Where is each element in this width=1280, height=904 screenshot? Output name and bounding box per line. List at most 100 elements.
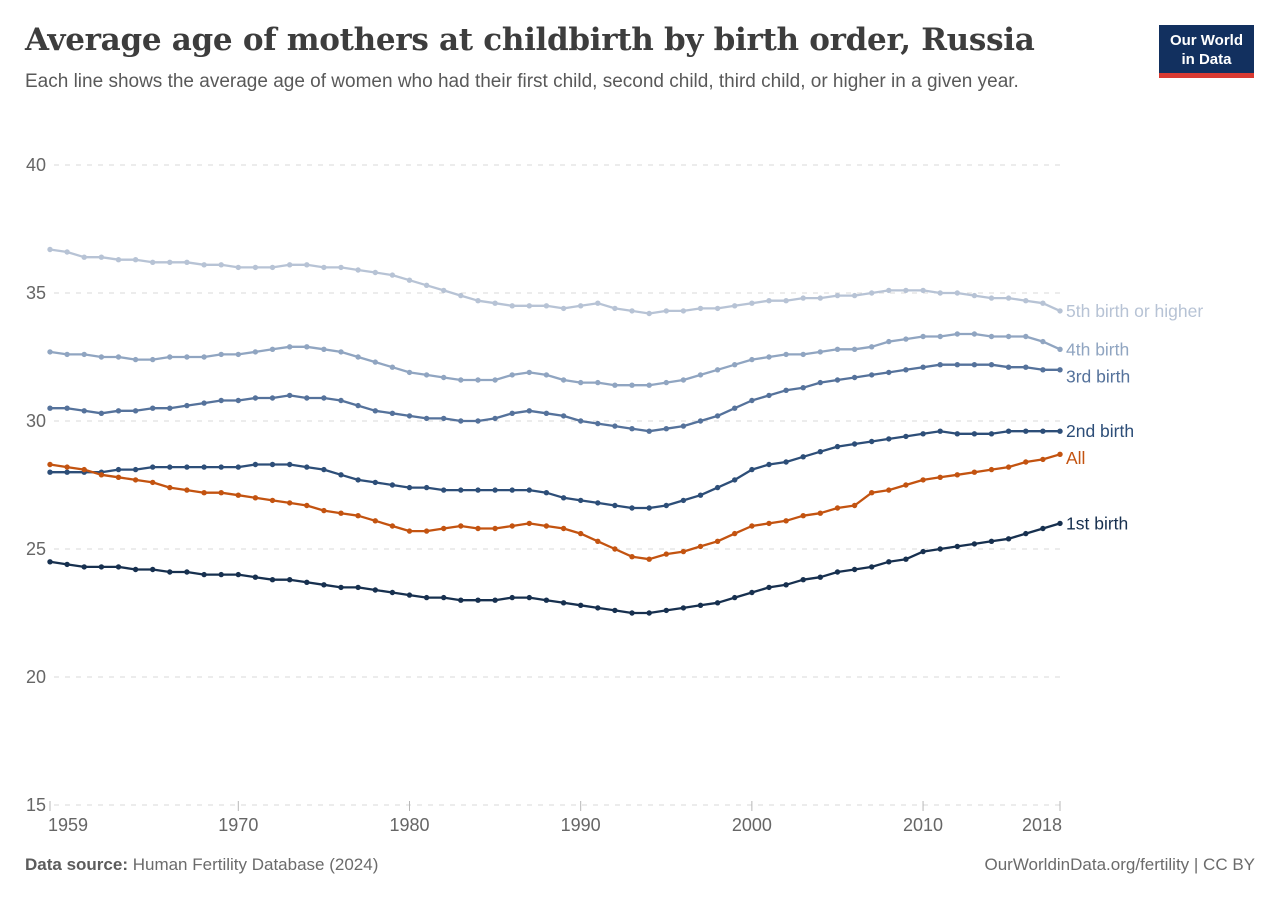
data-point <box>1040 300 1046 306</box>
data-point <box>783 387 789 393</box>
data-point <box>937 290 943 296</box>
data-point <box>423 484 430 491</box>
data-point <box>184 487 190 493</box>
data-point <box>1040 428 1046 434</box>
chart-title: Average age of mothers at childbirth by … <box>25 22 1035 58</box>
data-point <box>937 362 943 368</box>
data-point <box>783 582 789 588</box>
data-point <box>235 464 241 470</box>
data-point <box>851 292 858 299</box>
data-point <box>526 487 532 493</box>
data-point <box>184 464 190 470</box>
data-point <box>680 605 687 611</box>
data-point <box>338 510 344 516</box>
data-point <box>595 500 601 506</box>
data-point <box>800 513 806 519</box>
data-point <box>252 461 259 468</box>
data-point <box>697 372 704 378</box>
data-point <box>150 259 156 265</box>
data-point <box>543 372 550 378</box>
data-point <box>218 464 224 470</box>
data-point <box>423 415 430 422</box>
data-point <box>834 346 841 352</box>
data-point <box>714 367 721 373</box>
data-point <box>543 597 550 603</box>
data-point <box>766 461 772 468</box>
data-point <box>629 610 635 616</box>
owid-logo-line1: Our World <box>1169 32 1243 49</box>
data-point <box>697 602 704 608</box>
data-point <box>920 477 926 483</box>
data-point <box>1023 428 1029 434</box>
data-point <box>800 295 806 301</box>
data-point <box>749 466 755 473</box>
data-point <box>458 523 464 529</box>
data-point <box>903 482 909 488</box>
data-point <box>458 487 464 493</box>
data-point <box>560 495 567 501</box>
series-label-all: All <box>1066 448 1085 468</box>
data-point <box>680 377 687 383</box>
data-point <box>47 246 53 253</box>
data-point <box>903 367 909 373</box>
data-point <box>372 518 378 524</box>
data-point <box>920 548 926 555</box>
x-tick-label-1970: 1970 <box>218 815 258 835</box>
data-point <box>646 382 652 388</box>
data-point <box>269 461 276 468</box>
owid-logo-line2: in Data <box>1181 51 1232 68</box>
data-point <box>612 607 618 614</box>
data-point <box>629 426 635 432</box>
data-point <box>1057 451 1063 457</box>
data-point <box>800 577 806 583</box>
data-point <box>252 395 259 401</box>
data-point <box>903 287 909 294</box>
data-point <box>714 600 721 606</box>
data-point <box>475 525 481 532</box>
data-point <box>766 354 772 360</box>
data-point <box>81 408 87 414</box>
data-point <box>132 477 139 483</box>
data-point <box>1023 459 1029 465</box>
data-point <box>64 405 70 411</box>
data-point <box>971 362 978 368</box>
data-point <box>389 410 396 416</box>
data-point <box>441 374 447 381</box>
data-point <box>458 597 464 603</box>
data-point <box>578 303 584 309</box>
data-point <box>560 600 567 606</box>
data-point <box>287 392 293 399</box>
data-point <box>475 487 481 493</box>
data-point <box>886 436 892 442</box>
data-point <box>646 610 652 616</box>
data-point <box>988 431 995 437</box>
data-point <box>372 587 378 593</box>
data-point <box>988 295 995 301</box>
data-point <box>167 464 173 470</box>
data-point <box>132 408 139 414</box>
chart-footer: Data source: Human Fertility Database (2… <box>25 855 1255 875</box>
data-point <box>903 336 909 342</box>
data-point <box>595 538 601 544</box>
data-point <box>150 356 156 363</box>
data-point <box>81 466 87 473</box>
data-point <box>321 582 327 588</box>
data-point <box>732 303 738 309</box>
data-point <box>526 303 532 309</box>
data-point <box>509 523 515 529</box>
data-point <box>269 577 276 583</box>
data-point <box>492 415 498 422</box>
data-point <box>509 372 515 378</box>
data-point <box>869 490 875 496</box>
owid-logo[interactable]: Our World in Data <box>1158 25 1254 78</box>
data-point <box>697 543 704 550</box>
x-tick-label-2018: 2018 <box>1022 815 1062 835</box>
data-point <box>526 369 532 376</box>
data-point <box>714 305 721 312</box>
data-point <box>184 259 190 265</box>
data-point <box>971 331 978 337</box>
data-point <box>595 420 601 427</box>
data-point <box>184 354 190 360</box>
data-point <box>458 292 464 299</box>
data-point <box>578 497 584 504</box>
